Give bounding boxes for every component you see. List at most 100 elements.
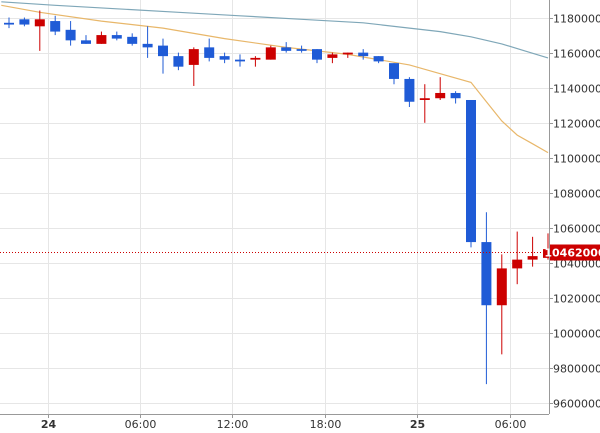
y-tick-label: 10600000 — [553, 223, 600, 236]
candle — [127, 33, 138, 46]
candle-body — [312, 49, 322, 60]
candle — [65, 21, 76, 46]
candle-body — [158, 45, 168, 57]
current-price-layer: 10462000 — [0, 244, 600, 261]
y-tick-label: 10800000 — [553, 188, 600, 201]
candle — [527, 236, 538, 267]
candle — [50, 15, 61, 36]
y-tick-label: 11200000 — [553, 118, 600, 131]
candle — [281, 42, 292, 53]
candle — [512, 231, 523, 285]
candle — [419, 84, 430, 123]
candle — [543, 233, 553, 260]
current-price-label: 10462000 — [544, 244, 600, 261]
candle — [142, 26, 153, 58]
y-tick-label: 9600000 — [553, 398, 600, 411]
candle — [96, 31, 107, 44]
candle-body — [173, 56, 184, 67]
candle-body — [4, 22, 14, 25]
candle-body — [419, 98, 430, 100]
x-tick-label: 12:00 — [217, 418, 249, 431]
candle — [235, 54, 245, 67]
moving-average-layer — [1, 1, 549, 154]
candle-body — [435, 92, 446, 99]
candle — [296, 45, 307, 53]
candle — [496, 254, 507, 355]
candle — [342, 52, 353, 58]
x-tick-label: 18:00 — [310, 418, 342, 431]
candle — [481, 212, 492, 385]
candle — [327, 52, 338, 64]
candle-body — [481, 242, 492, 306]
candle — [158, 38, 168, 74]
candle-body — [342, 52, 353, 55]
candle — [389, 63, 399, 85]
candle-body — [127, 36, 138, 44]
candle-body — [111, 35, 122, 39]
candle — [219, 52, 230, 64]
candle-body — [450, 92, 461, 99]
y-tick-label: 9800000 — [553, 363, 600, 376]
candle — [404, 77, 415, 108]
y-tick-label: 11800000 — [553, 13, 600, 26]
y-tick-label: 10400000 — [553, 258, 600, 271]
candle-body — [327, 54, 338, 58]
candle-body — [235, 59, 245, 62]
y-tick-label: 11000000 — [553, 153, 600, 166]
candles-layer — [4, 10, 553, 385]
candle — [204, 38, 215, 62]
candle — [435, 77, 446, 100]
y-tick-label: 10200000 — [553, 293, 600, 306]
candle-body — [65, 29, 76, 41]
x-tick-label: 06:00 — [495, 418, 527, 431]
candle-body — [296, 49, 307, 51]
candle-body — [496, 268, 507, 306]
current-price-value: 10462000 — [544, 247, 600, 260]
candle — [81, 35, 91, 44]
x-tick-label: 06:00 — [125, 418, 157, 431]
moving-average-fast-line — [1, 4, 549, 154]
candle-body — [281, 47, 292, 51]
candle-body — [466, 99, 476, 243]
candle — [312, 49, 322, 64]
candle-body — [404, 78, 415, 102]
grid-layer — [0, 0, 549, 414]
candle-body — [34, 19, 45, 27]
x-tick-label: 25 — [410, 418, 425, 431]
candle — [173, 52, 184, 71]
candle-body — [19, 19, 30, 25]
candle — [19, 17, 30, 27]
candle-body — [358, 52, 369, 57]
y-tick-label: 11600000 — [553, 48, 600, 61]
candle-body — [81, 40, 91, 44]
candle-body — [527, 256, 538, 260]
candle — [450, 91, 461, 104]
candle — [250, 56, 261, 67]
candle-body — [50, 21, 61, 32]
candle-body — [373, 56, 384, 62]
candle-body — [265, 47, 276, 60]
y-tick-label: 10000000 — [553, 328, 600, 341]
candle — [34, 10, 45, 51]
candle-body — [219, 56, 230, 60]
candle-body — [543, 249, 553, 258]
candle-body — [188, 49, 199, 65]
candle — [265, 45, 276, 60]
candle-body — [389, 63, 399, 79]
candle — [466, 99, 476, 248]
candle — [373, 56, 384, 64]
candle-body — [204, 47, 215, 58]
candle — [4, 17, 14, 29]
candle-body — [142, 43, 153, 48]
candle — [111, 31, 122, 41]
moving-average-slow-line — [1, 1, 549, 59]
y-tick-label: 11400000 — [553, 83, 600, 96]
x-tick-label: 24 — [41, 418, 57, 431]
candle — [358, 49, 369, 60]
candle — [188, 47, 199, 86]
candle-body — [512, 259, 523, 269]
current-price-box — [550, 244, 600, 261]
